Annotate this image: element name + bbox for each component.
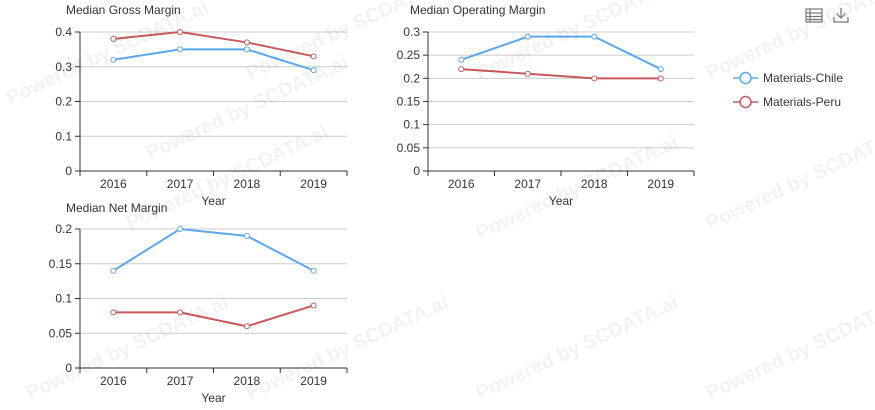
data-point[interactable] (310, 53, 317, 60)
data-point[interactable] (458, 66, 465, 73)
x-axis-label: Year (549, 194, 573, 208)
series-line (460, 35, 662, 70)
data-point[interactable] (310, 302, 317, 309)
y-tick-label: 0 (65, 164, 72, 178)
chart-operating: Median Operating Margin 0 0.05 0.1 0.15 0.2 0.… (397, 3, 695, 208)
x-tick-label: 2016 (448, 177, 475, 191)
x-tick-label: 2017 (514, 177, 541, 191)
legend-label: Materials-Peru (763, 95, 841, 109)
data-point[interactable] (110, 35, 117, 42)
legend-item[interactable]: Materials-Chile (733, 71, 843, 85)
x-tick-label: 2018 (234, 177, 261, 191)
series-line (112, 227, 315, 272)
x-tick-label: 2019 (300, 374, 327, 388)
legend: Materials-Chile Materials-Peru (733, 71, 843, 109)
charts-group: Median Gross Margin 0 0.1 0.2 0.3 0.4 2016 2017… (49, 3, 695, 405)
y-tick-label: 0.15 (397, 95, 421, 109)
chart-title: Median Net Margin (66, 201, 167, 215)
download-icon[interactable] (833, 8, 849, 23)
data-point[interactable] (524, 33, 531, 40)
data-point[interactable] (110, 267, 117, 274)
series-chile (110, 46, 317, 74)
y-tick-label: 0 (413, 164, 420, 178)
y-tick-label: 0.2 (55, 95, 72, 109)
data-point[interactable] (110, 309, 117, 316)
data-point[interactable] (110, 56, 117, 63)
y-tick-label: 0.2 (403, 71, 420, 85)
series-line (113, 304, 314, 328)
series-line (113, 30, 314, 58)
x-tick-label: 2018 (581, 177, 608, 191)
x-tick-label: 2019 (647, 177, 674, 191)
data-point[interactable] (524, 70, 531, 77)
x-tick-label: 2016 (100, 374, 127, 388)
series-chile (110, 226, 317, 274)
y-tick-label: 0.05 (397, 141, 421, 155)
data-point[interactable] (243, 323, 250, 330)
x-tick-label: 2017 (167, 374, 194, 388)
chart-net: Median Net Margin 0 0.05 0.1 0.15 0.2 2016 2017… (49, 201, 348, 405)
series-peru (110, 302, 317, 330)
x-tick-label: 2017 (167, 177, 194, 191)
x-tick-label: 2016 (100, 177, 127, 191)
y-tick-label: 0.1 (55, 292, 72, 306)
y-tick-label: 0.3 (55, 60, 72, 74)
data-point[interactable] (177, 46, 184, 53)
chart-title: Median Operating Margin (410, 3, 545, 17)
x-axis-label: Year (201, 194, 225, 208)
x-tick-label: 2018 (234, 374, 261, 388)
series-peru (458, 66, 664, 82)
x-axis-label: Year (201, 391, 225, 405)
y-tick-label: 0.3 (403, 25, 420, 39)
chart-title: Median Gross Margin (66, 3, 181, 17)
series-line (461, 68, 661, 80)
y-tick-label: 0.15 (49, 257, 73, 271)
data-point[interactable] (458, 56, 465, 63)
y-tick-label: 0.1 (55, 129, 72, 143)
legend-label: Materials-Chile (763, 71, 843, 85)
data-point[interactable] (657, 75, 664, 82)
x-tick-label: 2019 (300, 177, 327, 191)
y-tick-label: 0.4 (55, 25, 72, 39)
legend-marker (739, 71, 752, 85)
y-tick-label: 0.25 (397, 48, 421, 62)
series-chile (458, 33, 664, 73)
data-point[interactable] (243, 39, 250, 46)
table-icon[interactable] (805, 8, 823, 23)
series-peru (110, 29, 317, 60)
data-point[interactable] (243, 46, 250, 53)
data-point[interactable] (177, 29, 184, 35)
y-tick-label: 0.05 (49, 326, 73, 340)
y-tick-label: 0.1 (403, 118, 420, 132)
data-point[interactable] (177, 226, 184, 232)
y-tick-label: 0 (65, 361, 72, 375)
data-point[interactable] (310, 267, 317, 274)
data-point[interactable] (657, 66, 664, 73)
data-point[interactable] (310, 67, 317, 74)
data-point[interactable] (243, 232, 250, 239)
chart-gross: Median Gross Margin 0 0.1 0.2 0.3 0.4 2016 2017… (55, 3, 348, 208)
series-line (113, 48, 314, 72)
data-point[interactable] (177, 309, 184, 316)
data-point[interactable] (591, 75, 598, 82)
y-tick-label: 0.2 (55, 222, 72, 236)
legend-item[interactable]: Materials-Peru (733, 95, 841, 109)
chart-toolbar (805, 8, 849, 23)
legend-marker (739, 95, 752, 109)
data-point[interactable] (591, 33, 598, 40)
